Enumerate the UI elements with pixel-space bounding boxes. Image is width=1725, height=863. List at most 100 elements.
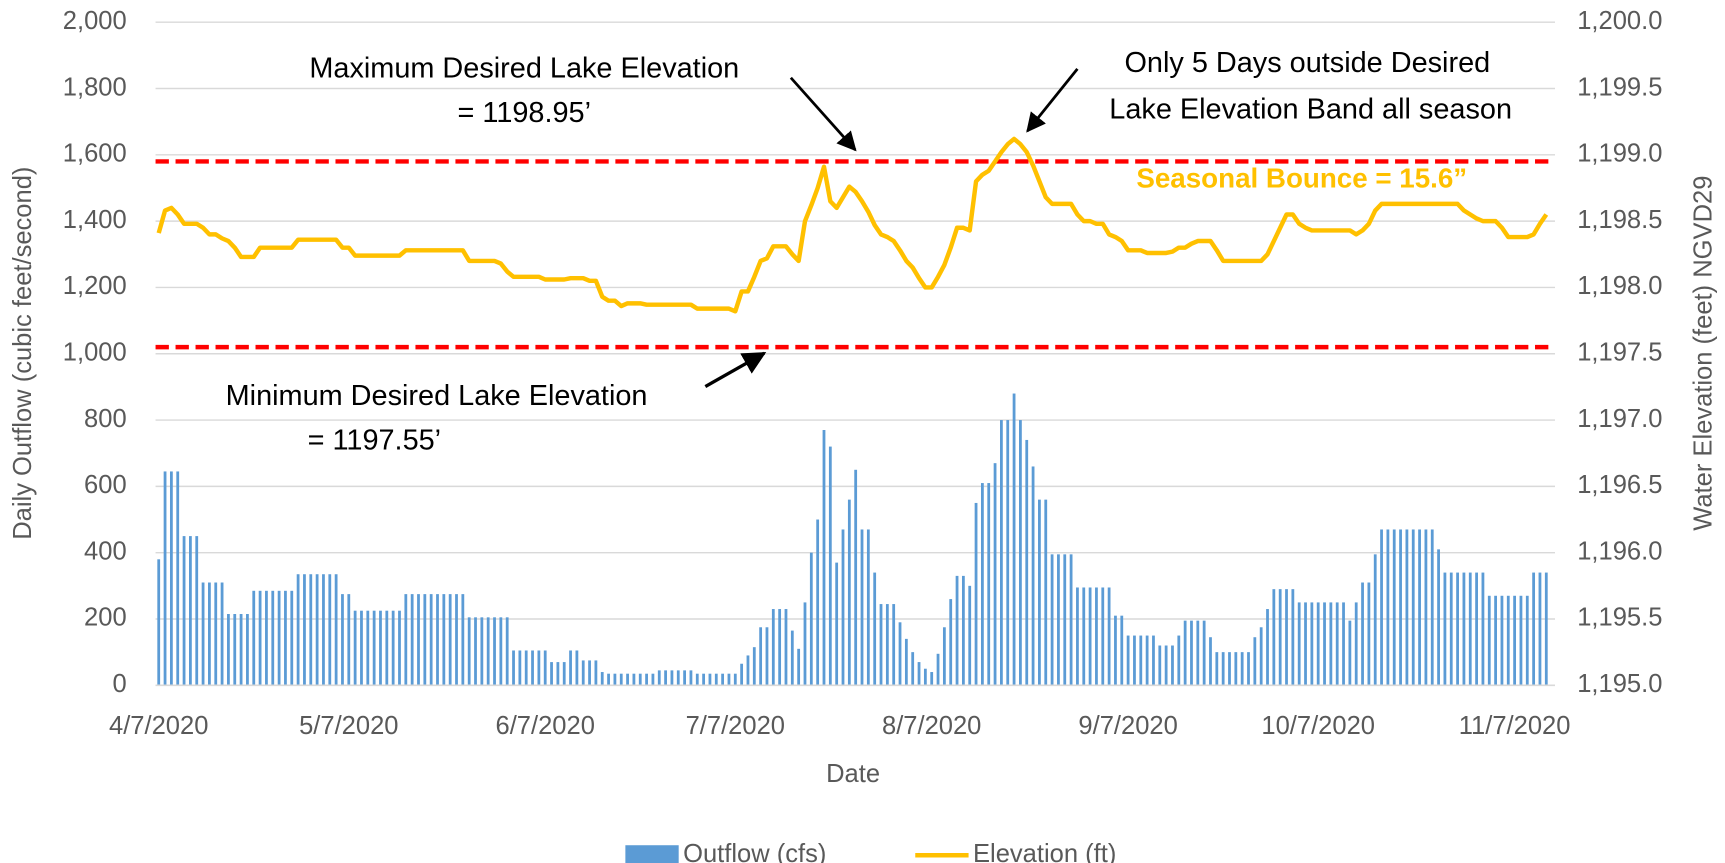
bar [1253,637,1257,686]
bar [1120,615,1124,686]
bar [873,572,877,686]
bar [1386,529,1390,686]
bar [1183,620,1187,686]
bar [594,660,598,686]
bar [271,590,275,686]
bar [1418,529,1421,686]
bar [1500,595,1504,686]
bar [1392,529,1396,686]
bar [885,604,889,686]
bar [752,647,756,686]
bar [493,617,496,686]
bar [474,617,477,686]
bar [1031,466,1035,686]
bar [1152,635,1155,686]
annotations: Maximum Desired Lake Elevation = 1198.95… [226,47,1512,457]
bar [233,614,237,686]
bar [379,610,382,686]
y2-tick-label: 1,195.5 [1577,604,1662,632]
bar [974,502,978,686]
bar [904,638,908,686]
y2-tick-label: 1,196.0 [1577,537,1662,565]
bar [911,652,915,686]
bar [1177,635,1181,686]
bar [1310,602,1314,686]
bar [499,617,503,686]
bar [828,446,832,686]
bar [550,662,553,686]
bar [398,610,401,686]
bar [353,610,357,686]
bar [1487,595,1491,686]
bar [816,519,820,686]
bar [512,650,515,686]
bar [1316,602,1320,686]
bar [1228,652,1231,686]
bar [1164,645,1168,686]
bar [1443,572,1447,686]
bar [854,469,858,686]
bar [227,614,230,686]
bar [936,653,940,686]
y-tick-label: 1,400 [63,206,127,234]
bar [220,582,224,686]
bar [803,602,807,686]
bar [208,582,211,686]
bar [879,604,883,686]
bar [1342,602,1345,686]
bar [1044,499,1048,686]
annotation: Only 5 Days outside Desired [1124,47,1490,79]
bar [1012,393,1016,686]
bar [695,673,699,686]
bar [613,673,617,686]
arrow [789,76,857,152]
bar [461,594,465,686]
y2-axis-title: Water Elevation (feet) NGVD29 [1690,176,1718,531]
bar [1348,620,1352,686]
bar [480,617,484,686]
bar [600,672,604,686]
bar [1202,620,1206,686]
bar [670,670,674,686]
arrow [1026,67,1079,133]
bar [486,617,490,686]
x-tick-label: 11/7/2020 [1459,712,1571,740]
bar [1304,602,1307,686]
bar [341,594,344,686]
bar [505,617,509,686]
bar [1234,652,1238,686]
bar [1025,439,1029,686]
bar [765,627,769,686]
bar [328,574,332,686]
bar [822,430,826,686]
bar [898,622,902,686]
bar [556,662,560,686]
bar [1101,587,1105,686]
y-tick-label: 1,000 [63,339,127,367]
bar [1380,529,1383,686]
bar [1354,602,1358,686]
bar [746,655,750,686]
y-tick-label: 600 [84,471,127,499]
bar [524,650,528,686]
bar [1481,572,1485,686]
bar [1171,645,1174,686]
bar [214,582,218,686]
bar [1525,595,1529,686]
legend-swatch [625,845,679,863]
x-tick-label: 9/7/2020 [1078,712,1177,740]
bar [664,670,667,686]
bar [189,536,192,686]
y-tick-label: 400 [84,537,127,565]
x-tick-label: 4/7/2020 [109,712,208,740]
bar [968,585,972,686]
bar [239,614,243,686]
bar [569,650,572,686]
line [156,136,1549,314]
bar [436,594,439,686]
bar [740,663,744,686]
bar [322,574,325,686]
bar [1424,529,1428,686]
bar [1190,620,1193,686]
